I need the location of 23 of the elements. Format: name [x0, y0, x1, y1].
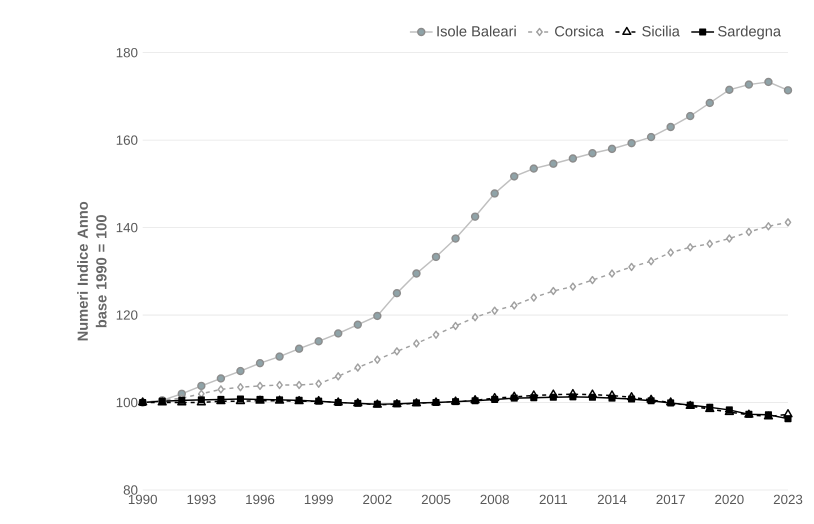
y-tick-label: 140 — [116, 222, 138, 232]
x-tick-label: 2020 — [715, 494, 744, 504]
y-tick-label: 100 — [116, 398, 138, 408]
x-tick-label: 2014 — [598, 494, 626, 504]
x-tick-label: 2023 — [774, 494, 802, 504]
x-tick-label: 1996 — [246, 494, 274, 504]
x-tick-label: 1999 — [304, 494, 333, 504]
x-tick-label: 2002 — [363, 494, 392, 504]
x-tick-label: 2005 — [422, 494, 450, 504]
legend-label: Corsica — [555, 26, 604, 36]
x-tick-label: 1993 — [188, 494, 216, 504]
x-tick-label: 2011 — [540, 494, 568, 504]
y-axis-title: Numeri Indice Anno base 1990 = 100 — [77, 202, 107, 340]
y-tick-label: 80 — [124, 485, 138, 495]
legend-label: Sicilia — [642, 26, 680, 36]
y-tick-label: 160 — [116, 135, 138, 145]
legend-label: Sardegna — [718, 26, 782, 40]
x-tick-label: 2017 — [656, 494, 685, 504]
legend-label: Isole Baleari — [437, 26, 516, 36]
x-tick-label: 1990 — [128, 494, 157, 504]
x-tick-label: 2008 — [480, 494, 509, 504]
y-tick-label: 180 — [116, 48, 138, 58]
y-tick-label: 120 — [116, 310, 138, 320]
